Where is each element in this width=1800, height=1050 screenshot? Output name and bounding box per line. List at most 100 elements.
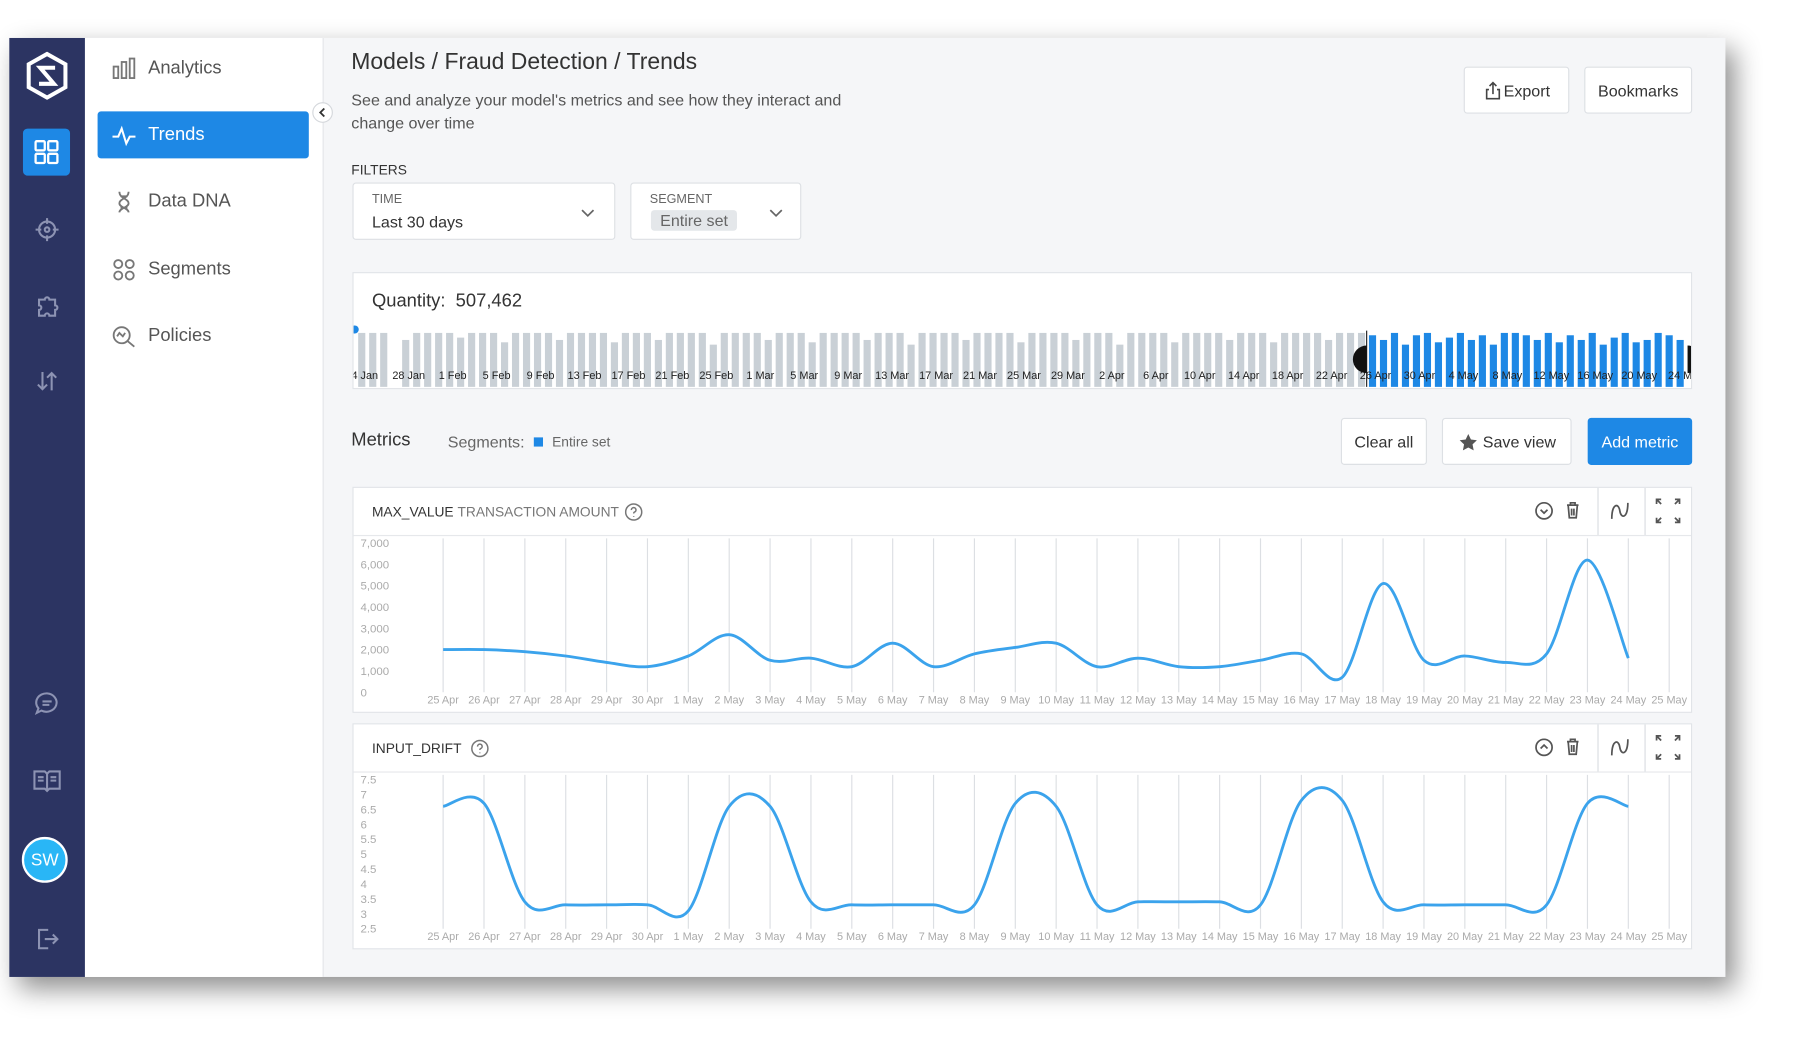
clear-all-button[interactable]: Clear all xyxy=(1340,417,1427,465)
bar xyxy=(786,332,794,387)
bar xyxy=(358,332,366,387)
puzzle-icon[interactable] xyxy=(34,293,59,318)
y-tick-label: 5.5 xyxy=(360,834,376,846)
x-tick-label: 28 Jan xyxy=(392,370,425,382)
metric-feature: TRANSACTION AMOUNT xyxy=(457,503,619,521)
bar xyxy=(457,337,465,387)
x-tick-label: 7 May xyxy=(919,931,949,943)
y-tick-label: 4 xyxy=(360,879,367,891)
bar xyxy=(1017,342,1025,387)
target-icon[interactable] xyxy=(34,217,59,242)
transfer-icon[interactable] xyxy=(34,369,59,394)
nav-item[interactable]: Analytics xyxy=(98,45,309,92)
x-tick-label: 25 Feb xyxy=(699,370,733,382)
x-tick-label: 22 May xyxy=(1529,931,1565,943)
x-tick-label: 25 Mar xyxy=(1007,370,1041,382)
filter-value: Entire set xyxy=(650,210,738,231)
x-tick-label: 9 Feb xyxy=(527,370,555,382)
y-tick-label: 3,000 xyxy=(360,623,389,635)
bar xyxy=(1379,339,1388,387)
x-tick-label: 4 Jan xyxy=(354,370,379,382)
quantity-card: Quantity: 507,462 4 Jan 28 Jan 1 Feb 5 Feb 9… xyxy=(352,272,1693,390)
x-tick-label: 24 May xyxy=(1610,695,1646,707)
x-tick-label: 18 May xyxy=(1365,695,1401,707)
bar xyxy=(929,332,937,387)
bar xyxy=(1610,337,1618,387)
x-tick-label: 1 Feb xyxy=(439,370,467,382)
nav-icon xyxy=(112,325,135,347)
help-icon[interactable] xyxy=(625,503,643,521)
y-tick-label: 7 xyxy=(360,789,366,801)
bar xyxy=(1588,332,1596,387)
x-tick-label: 6 Apr xyxy=(1143,370,1169,382)
bar xyxy=(764,339,772,387)
button-label: Save view xyxy=(1482,432,1557,451)
bar xyxy=(1401,344,1410,387)
bar xyxy=(588,332,597,387)
nav-item[interactable]: Trends xyxy=(97,111,309,159)
x-tick-label: 10 Apr xyxy=(1184,370,1216,382)
bar xyxy=(1281,332,1289,387)
y-tick-label: 7,000 xyxy=(360,538,389,550)
avatar[interactable]: SW xyxy=(21,836,68,883)
x-tick-label: 9 May xyxy=(1000,695,1030,707)
time-filter[interactable]: TIME Last 30 days xyxy=(352,182,616,240)
x-tick-label: 12 May xyxy=(1120,695,1156,707)
x-tick-label: 21 Mar xyxy=(963,370,997,382)
nav-item[interactable]: Data DNA xyxy=(98,178,309,225)
docs-icon[interactable] xyxy=(32,767,62,795)
y-tick-label: 4.5 xyxy=(360,864,376,876)
save-view-button[interactable]: Save view xyxy=(1441,417,1572,465)
bar xyxy=(1533,339,1541,387)
bar xyxy=(402,339,410,387)
x-tick-label: 29 Apr xyxy=(591,931,623,943)
nav-label: Policies xyxy=(148,325,212,345)
bar xyxy=(599,332,608,387)
dashboard-icon[interactable] xyxy=(22,128,71,176)
x-tick-label: 21 May xyxy=(1488,931,1524,943)
bar xyxy=(643,332,651,387)
bar xyxy=(1006,332,1014,387)
x-tick-label: 24 May xyxy=(1610,931,1646,943)
bookmarks-button[interactable]: Bookmarks xyxy=(1584,66,1693,114)
bar xyxy=(1127,332,1135,387)
x-tick-label: 6 May xyxy=(878,695,908,707)
bar xyxy=(1050,332,1058,387)
filter-value: Last 30 days xyxy=(371,212,464,231)
bar xyxy=(435,332,443,387)
segment-filter[interactable]: SEGMENT Entire set xyxy=(630,182,802,240)
metric-tools[interactable] xyxy=(1525,724,1691,772)
range-chart[interactable]: 4 Jan 28 Jan 1 Feb 5 Feb 9 Feb 13 Feb 17 Feb 21… xyxy=(353,273,1692,388)
nav-item[interactable]: Segments xyxy=(98,246,309,293)
bar xyxy=(1544,332,1552,387)
bar xyxy=(654,339,662,387)
help-icon[interactable] xyxy=(471,739,489,758)
bar xyxy=(1676,339,1684,387)
metric-tools[interactable] xyxy=(1525,487,1691,535)
bar xyxy=(1434,342,1443,387)
bar xyxy=(819,332,827,387)
nav-label: Segments xyxy=(148,258,231,279)
y-tick-label: 5 xyxy=(360,849,366,861)
bar xyxy=(1116,344,1124,387)
logo xyxy=(26,51,68,100)
export-button[interactable]: Export xyxy=(1463,66,1570,114)
range-start-dot xyxy=(353,325,359,334)
bar xyxy=(1061,332,1069,387)
collapse-button[interactable] xyxy=(312,102,333,123)
bar xyxy=(665,332,673,387)
y-tick-label: 4,000 xyxy=(360,602,389,614)
logout-icon[interactable] xyxy=(34,926,59,951)
bar xyxy=(1039,332,1047,387)
bar xyxy=(874,332,882,387)
x-tick-label: 12 May xyxy=(1533,370,1569,382)
bar xyxy=(1500,332,1508,387)
x-tick-label: 30 Apr xyxy=(632,695,664,707)
x-tick-label: 5 Feb xyxy=(483,370,511,382)
x-tick-label: 1 May xyxy=(674,695,704,707)
add-metric-button[interactable]: Add metric xyxy=(1587,417,1693,465)
bar xyxy=(830,332,838,387)
chat-icon[interactable] xyxy=(33,690,61,718)
nav-item[interactable]: Policies xyxy=(98,312,309,359)
icon-rail: SW xyxy=(9,37,85,977)
